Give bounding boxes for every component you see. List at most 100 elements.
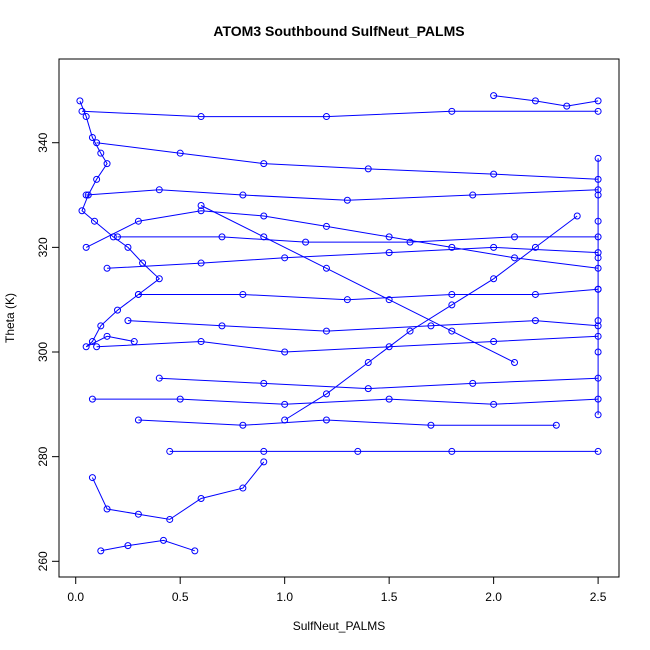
series-line [96, 142, 599, 180]
series-line [138, 419, 557, 426]
data-point [322, 222, 330, 230]
data-point [531, 290, 539, 298]
data-point [594, 348, 602, 356]
series-5 [103, 243, 602, 272]
data-point [197, 202, 205, 210]
data-point [490, 170, 498, 178]
data-point [281, 348, 289, 356]
data-point [594, 317, 602, 325]
data-point [197, 495, 205, 503]
series-line [86, 189, 599, 201]
data-point [97, 547, 105, 555]
data-point [93, 343, 101, 351]
data-point [260, 160, 268, 168]
series-1 [78, 107, 602, 121]
series-11 [134, 416, 560, 429]
series-line [138, 288, 599, 301]
data-point [594, 97, 602, 105]
data-point [594, 217, 602, 225]
data-point [364, 385, 372, 393]
data-point [239, 191, 247, 199]
data-point [82, 191, 90, 199]
data-point [155, 186, 163, 194]
x-tick-label: 1.5 [381, 590, 398, 604]
data-point [594, 254, 602, 262]
data-point [176, 395, 184, 403]
x-tick-label: 0.0 [67, 590, 84, 604]
x-tick-label: 1.0 [276, 590, 293, 604]
series-line [96, 335, 599, 353]
data-point [103, 332, 111, 340]
y-tick-label: 300 [36, 342, 50, 362]
data-point [155, 374, 163, 382]
data-point [134, 217, 142, 225]
data-point [594, 447, 602, 455]
series-line [159, 377, 599, 390]
data-point [385, 249, 393, 257]
x-tick-label: 2.0 [485, 590, 502, 604]
data-point [531, 243, 539, 251]
data-point [511, 233, 519, 241]
data-point [448, 301, 456, 309]
series-6 [134, 285, 602, 304]
data-point [103, 264, 111, 272]
data-point [563, 102, 571, 110]
data-point [322, 327, 330, 335]
data-point [594, 107, 602, 115]
data-point [354, 447, 362, 455]
series-16 [594, 154, 602, 419]
data-point [385, 343, 393, 351]
series-18 [197, 202, 519, 366]
y-tick-label: 320 [36, 237, 50, 257]
data-point [343, 196, 351, 204]
data-point [124, 542, 132, 550]
data-point [239, 484, 247, 492]
data-point [88, 395, 96, 403]
data-point [134, 290, 142, 298]
data-point [364, 358, 372, 366]
chart-title: ATOM3 Southbound SulfNeut_PALMS [213, 23, 464, 39]
series-line [100, 539, 195, 552]
data-point [82, 113, 90, 121]
data-point [260, 233, 268, 241]
series-13 [88, 458, 268, 523]
data-point [448, 327, 456, 335]
y-tick-label: 340 [36, 132, 50, 152]
data-point [134, 416, 142, 424]
data-point [159, 536, 167, 544]
data-point [124, 317, 132, 325]
data-point [448, 290, 456, 298]
data-point [166, 447, 174, 455]
data-point [427, 322, 435, 330]
data-point [406, 238, 414, 246]
data-point [302, 238, 310, 246]
data-point [322, 264, 330, 272]
data-point [78, 107, 86, 115]
data-point [281, 416, 289, 424]
x-axis-label: SulfNeut_PALMS [293, 619, 386, 633]
data-point [197, 207, 205, 215]
series-14 [97, 536, 199, 555]
data-layer [76, 92, 602, 555]
data-point [239, 290, 247, 298]
data-point [531, 97, 539, 105]
data-point [197, 259, 205, 267]
data-point [490, 275, 498, 283]
data-point [490, 243, 498, 251]
data-point [260, 458, 268, 466]
data-point [594, 191, 602, 199]
data-point [124, 243, 132, 251]
data-point [385, 296, 393, 304]
data-point [114, 233, 122, 241]
y-tick-label: 260 [36, 551, 50, 571]
data-point [82, 243, 90, 251]
data-point [78, 207, 86, 215]
data-point [511, 254, 519, 262]
data-point [385, 233, 393, 241]
data-point [573, 212, 581, 220]
data-point [218, 233, 226, 241]
data-point [88, 338, 96, 346]
data-point [531, 317, 539, 325]
